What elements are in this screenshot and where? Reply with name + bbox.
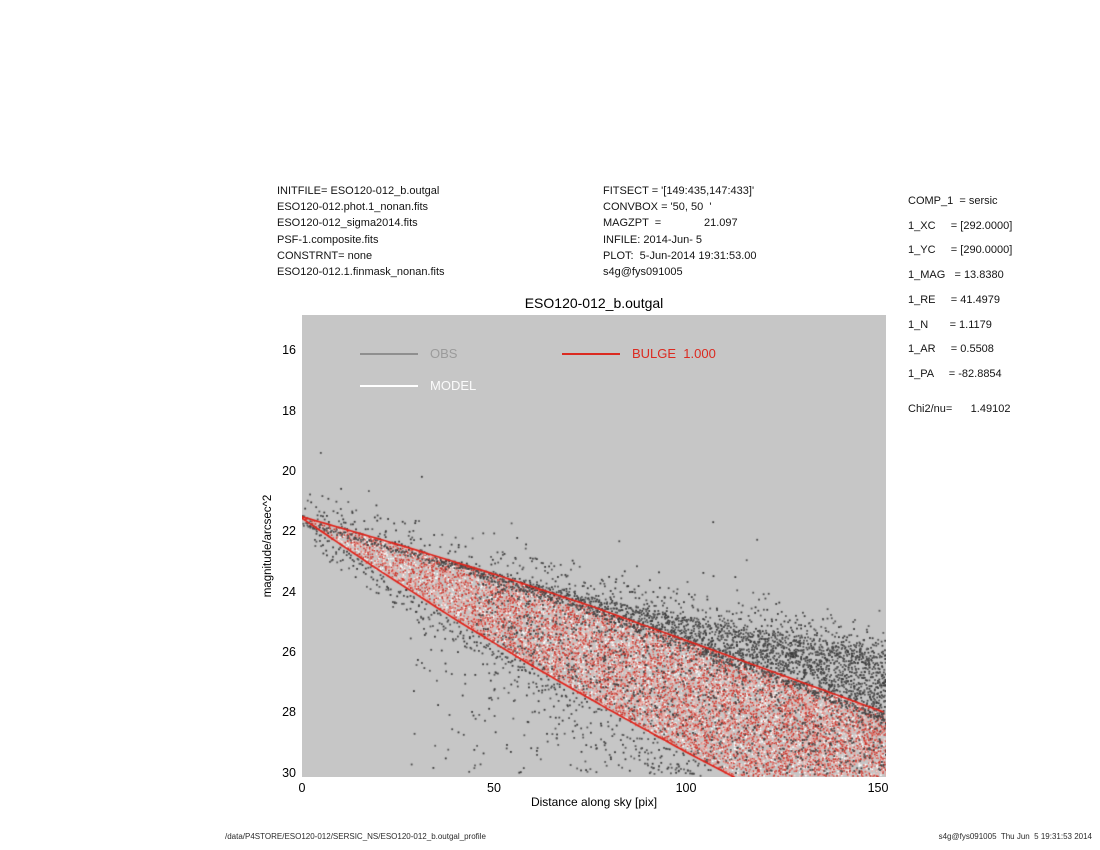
legend-obs-label: OBS xyxy=(430,346,458,361)
y-tick-label: 24 xyxy=(282,584,296,599)
legend-bulge-label: BULGE 1.000 xyxy=(632,346,716,361)
header-mid-line: PLOT: 5-Jun-2014 19:31:53.00 xyxy=(603,249,757,262)
fit-parameter-line: COMP_1 = sersic xyxy=(908,195,998,207)
header-mid-line: MAGZPT = 21.097 xyxy=(603,217,738,230)
legend-obs-line xyxy=(360,353,418,355)
y-tick-label: 28 xyxy=(282,705,296,720)
plot-title: ESO120-012_b.outgal xyxy=(524,295,664,311)
header-left-line: INITFILE= ESO120-012_b.outgal xyxy=(277,185,440,197)
legend-bulge-line xyxy=(562,353,620,355)
header-mid-line: INFILE: 2014-Jun- 5 xyxy=(603,233,703,246)
y-tick-label: 30 xyxy=(282,765,296,780)
fit-parameter-line: 1_XC = [292.0000] xyxy=(908,219,1013,232)
header-input-files-block: INITFILE= ESO120-012_b.outgal ESO120-012.… xyxy=(277,183,445,280)
y-tick-label: 26 xyxy=(282,644,296,659)
scatter-canvas xyxy=(302,315,886,777)
footer-user-timestamp: s4g@fys091005 Thu Jun 5 19:31:53 2014 xyxy=(938,832,1092,841)
header-left-line: ESO120-012.phot.1_nonan.fits xyxy=(277,201,429,214)
chi2-line: Chi2/nu= 1.49102 xyxy=(908,402,1011,415)
x-tick-label: 100 xyxy=(675,781,697,795)
fit-parameter-line: 1_N = 1.1179 xyxy=(908,318,992,331)
y-tick-label: 20 xyxy=(282,464,296,478)
legend-model-line xyxy=(360,385,418,387)
x-tick-label: 150 xyxy=(867,781,889,795)
footer-file-path: /data/P4STORE/ESO120-012/SERSIC_NS/ESO12… xyxy=(225,832,486,841)
header-left-line: CONSTRNT= none xyxy=(277,249,373,262)
header-left-line: PSF-1.composite.fits xyxy=(277,233,379,246)
fit-parameter-line: 1_MAG = 13.8380 xyxy=(908,269,1004,282)
header-mid-line: CONVBOX = '50, 50 ' xyxy=(603,201,712,214)
y-tick-label: 18 xyxy=(282,403,296,418)
y-tick-label: 22 xyxy=(282,524,296,539)
header-mid-line: s4g@fys091005 xyxy=(603,266,683,279)
header-left-line: ESO120-012_sigma2014.fits xyxy=(277,217,418,230)
x-tick-label: 50 xyxy=(487,781,501,795)
y-axis-label: magnitude/arcsec^2 xyxy=(262,494,274,598)
x-axis-label: Distance along sky [pix] xyxy=(530,795,658,809)
header-mid-line: FITSECT = '[149:435,147:433]' xyxy=(603,185,755,197)
plot-area: OBS MODEL BULGE 1.000 xyxy=(302,315,886,777)
header-fit-settings-block: FITSECT = '[149:435,147:433]' CONVBOX = '… xyxy=(603,183,757,280)
fit-parameter-line: 1_PA = -82.8854 xyxy=(908,367,1002,380)
fit-parameter-line: 1_RE = 41.4979 xyxy=(908,293,1001,306)
fit-parameter-line: 1_AR = 0.5508 xyxy=(908,343,994,356)
legend-model-label: MODEL xyxy=(430,378,477,393)
header-left-line: ESO120-012.1.finmask_nonan.fits xyxy=(277,266,445,279)
y-tick-label: 16 xyxy=(282,343,296,358)
header-fit-parameters-block: COMP_1 = sersic 1_XC = [292.0000] 1_YC = [… xyxy=(908,189,1012,421)
fit-parameter-line: 1_YC = [290.0000] xyxy=(908,244,1013,257)
x-tick-label: 0 xyxy=(298,781,306,795)
